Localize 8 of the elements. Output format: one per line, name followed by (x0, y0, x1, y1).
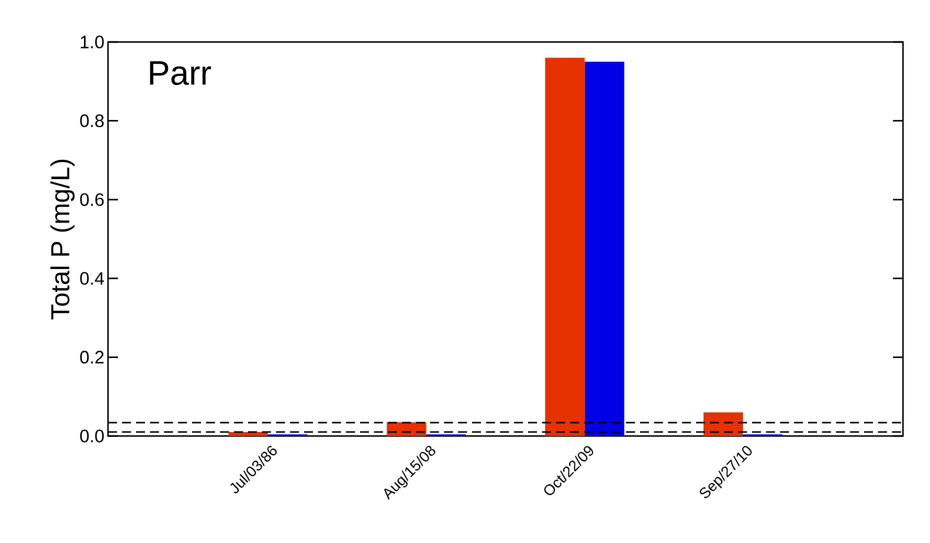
y-tick-label: 0.2 (80, 350, 104, 364)
y-tick-label: 0.4 (80, 272, 104, 285)
y-tick-label: 0.0 (80, 430, 104, 442)
y-tick-label: 1.0 (80, 36, 104, 48)
y-axis-title: Total P (mg/L) (50, 160, 75, 320)
annotation: Parr (150, 61, 211, 86)
y-tick-label: 0.6 (80, 193, 104, 206)
y-tick-label: 0.8 (80, 114, 104, 128)
